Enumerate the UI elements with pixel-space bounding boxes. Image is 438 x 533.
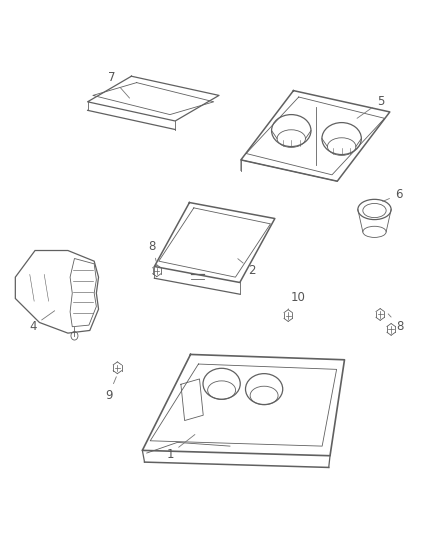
Text: 7: 7 bbox=[108, 71, 130, 98]
Text: 8: 8 bbox=[149, 240, 156, 261]
Text: 4: 4 bbox=[29, 311, 55, 333]
Text: 5: 5 bbox=[357, 95, 385, 118]
Text: 9: 9 bbox=[105, 377, 117, 402]
Text: 10: 10 bbox=[288, 291, 305, 309]
Text: 8: 8 bbox=[388, 314, 403, 333]
Text: 1: 1 bbox=[166, 434, 195, 461]
Text: 2: 2 bbox=[238, 259, 256, 277]
Text: 6: 6 bbox=[383, 188, 403, 201]
